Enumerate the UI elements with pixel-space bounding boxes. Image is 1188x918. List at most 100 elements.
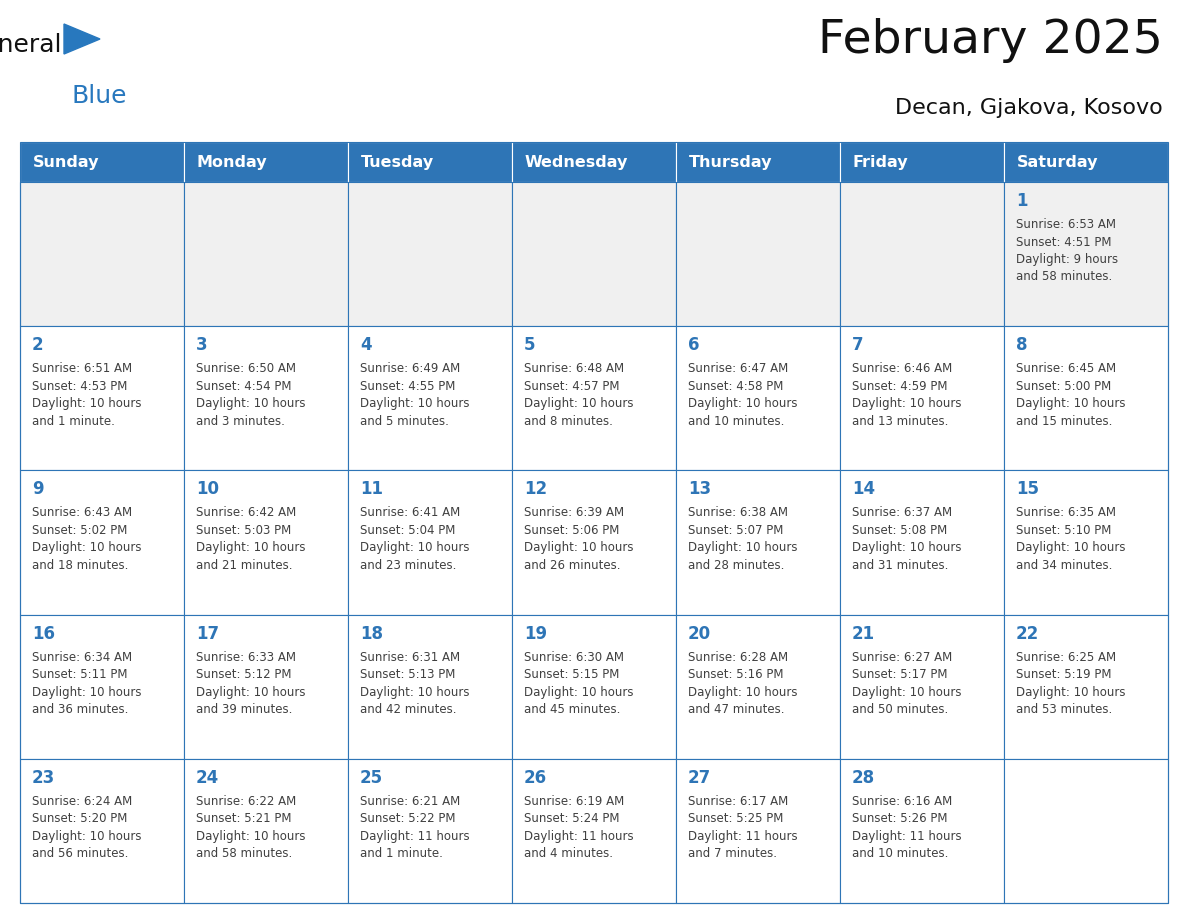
Text: Sunset: 4:53 PM: Sunset: 4:53 PM bbox=[32, 380, 127, 393]
Text: 16: 16 bbox=[32, 624, 55, 643]
Text: Sunset: 5:13 PM: Sunset: 5:13 PM bbox=[360, 668, 455, 681]
Bar bbox=[20, 614, 184, 759]
Bar bbox=[840, 142, 1004, 182]
Bar bbox=[20, 326, 184, 470]
Text: Sunset: 5:22 PM: Sunset: 5:22 PM bbox=[360, 812, 455, 825]
Text: Daylight: 10 hours: Daylight: 10 hours bbox=[524, 397, 633, 410]
Text: Sunrise: 6:22 AM: Sunrise: 6:22 AM bbox=[196, 795, 296, 808]
Text: Sunrise: 6:27 AM: Sunrise: 6:27 AM bbox=[852, 651, 953, 664]
Text: and 50 minutes.: and 50 minutes. bbox=[852, 703, 948, 716]
Text: 1: 1 bbox=[1016, 192, 1028, 210]
Text: and 26 minutes.: and 26 minutes. bbox=[524, 559, 620, 572]
Text: 13: 13 bbox=[688, 480, 712, 498]
Text: Daylight: 10 hours: Daylight: 10 hours bbox=[688, 686, 797, 699]
Text: Sunset: 5:06 PM: Sunset: 5:06 PM bbox=[524, 524, 619, 537]
Bar bbox=[20, 182, 184, 326]
Text: 6: 6 bbox=[688, 336, 700, 354]
Text: Sunset: 4:54 PM: Sunset: 4:54 PM bbox=[196, 380, 291, 393]
Text: and 10 minutes.: and 10 minutes. bbox=[688, 415, 784, 428]
Text: Sunset: 4:58 PM: Sunset: 4:58 PM bbox=[688, 380, 783, 393]
Text: 25: 25 bbox=[360, 768, 383, 787]
Text: Blue: Blue bbox=[72, 84, 127, 108]
Text: Sunset: 5:03 PM: Sunset: 5:03 PM bbox=[196, 524, 291, 537]
Text: 26: 26 bbox=[524, 768, 548, 787]
Text: and 13 minutes.: and 13 minutes. bbox=[852, 415, 948, 428]
Bar bbox=[348, 759, 512, 903]
Text: Daylight: 11 hours: Daylight: 11 hours bbox=[360, 830, 469, 843]
Text: 19: 19 bbox=[524, 624, 548, 643]
Text: and 58 minutes.: and 58 minutes. bbox=[196, 847, 292, 860]
Text: Daylight: 11 hours: Daylight: 11 hours bbox=[852, 830, 961, 843]
Text: General: General bbox=[0, 33, 62, 57]
Text: Sunset: 4:59 PM: Sunset: 4:59 PM bbox=[852, 380, 948, 393]
Text: and 4 minutes.: and 4 minutes. bbox=[524, 847, 613, 860]
Bar bbox=[512, 759, 676, 903]
Text: Sunset: 5:10 PM: Sunset: 5:10 PM bbox=[1016, 524, 1112, 537]
Text: Sunrise: 6:21 AM: Sunrise: 6:21 AM bbox=[360, 795, 460, 808]
Text: Daylight: 10 hours: Daylight: 10 hours bbox=[196, 686, 305, 699]
Text: Sunrise: 6:17 AM: Sunrise: 6:17 AM bbox=[688, 795, 789, 808]
Bar bbox=[512, 470, 676, 614]
Text: Daylight: 10 hours: Daylight: 10 hours bbox=[852, 397, 961, 410]
Text: Sunrise: 6:35 AM: Sunrise: 6:35 AM bbox=[1016, 507, 1116, 520]
Text: 11: 11 bbox=[360, 480, 383, 498]
Text: Sunset: 5:04 PM: Sunset: 5:04 PM bbox=[360, 524, 455, 537]
Bar bbox=[1004, 614, 1168, 759]
Text: 23: 23 bbox=[32, 768, 56, 787]
Text: and 58 minutes.: and 58 minutes. bbox=[1016, 271, 1112, 284]
Text: Decan, Gjakova, Kosovo: Decan, Gjakova, Kosovo bbox=[896, 98, 1163, 118]
Text: Daylight: 10 hours: Daylight: 10 hours bbox=[524, 686, 633, 699]
Text: 14: 14 bbox=[852, 480, 876, 498]
Text: Sunrise: 6:39 AM: Sunrise: 6:39 AM bbox=[524, 507, 624, 520]
Bar bbox=[512, 142, 676, 182]
Text: and 1 minute.: and 1 minute. bbox=[32, 415, 115, 428]
Text: and 15 minutes.: and 15 minutes. bbox=[1016, 415, 1112, 428]
Text: Sunrise: 6:42 AM: Sunrise: 6:42 AM bbox=[196, 507, 296, 520]
Text: Sunrise: 6:28 AM: Sunrise: 6:28 AM bbox=[688, 651, 788, 664]
Text: Sunrise: 6:45 AM: Sunrise: 6:45 AM bbox=[1016, 363, 1116, 375]
Bar bbox=[840, 470, 1004, 614]
Text: Sunset: 5:25 PM: Sunset: 5:25 PM bbox=[688, 812, 783, 825]
Bar bbox=[676, 614, 840, 759]
Text: Sunset: 4:51 PM: Sunset: 4:51 PM bbox=[1016, 236, 1112, 249]
Text: 15: 15 bbox=[1016, 480, 1040, 498]
Bar bbox=[184, 326, 348, 470]
Bar bbox=[840, 759, 1004, 903]
Text: Sunset: 5:19 PM: Sunset: 5:19 PM bbox=[1016, 668, 1112, 681]
Bar bbox=[512, 614, 676, 759]
Bar bbox=[512, 326, 676, 470]
Text: and 53 minutes.: and 53 minutes. bbox=[1016, 703, 1112, 716]
Text: Daylight: 10 hours: Daylight: 10 hours bbox=[360, 397, 469, 410]
Text: Sunset: 5:17 PM: Sunset: 5:17 PM bbox=[852, 668, 948, 681]
Text: and 45 minutes.: and 45 minutes. bbox=[524, 703, 620, 716]
Bar bbox=[20, 470, 184, 614]
Text: Sunrise: 6:31 AM: Sunrise: 6:31 AM bbox=[360, 651, 460, 664]
Text: Sunset: 5:08 PM: Sunset: 5:08 PM bbox=[852, 524, 947, 537]
Bar bbox=[348, 182, 512, 326]
Text: 21: 21 bbox=[852, 624, 876, 643]
Text: 8: 8 bbox=[1016, 336, 1028, 354]
Text: Daylight: 11 hours: Daylight: 11 hours bbox=[688, 830, 797, 843]
Text: Sunrise: 6:47 AM: Sunrise: 6:47 AM bbox=[688, 363, 789, 375]
Text: and 31 minutes.: and 31 minutes. bbox=[852, 559, 948, 572]
Text: 10: 10 bbox=[196, 480, 219, 498]
Text: Thursday: Thursday bbox=[689, 154, 772, 170]
Bar bbox=[184, 142, 348, 182]
Bar bbox=[676, 182, 840, 326]
Text: Sunset: 4:57 PM: Sunset: 4:57 PM bbox=[524, 380, 619, 393]
Text: Sunrise: 6:49 AM: Sunrise: 6:49 AM bbox=[360, 363, 460, 375]
Text: 28: 28 bbox=[852, 768, 876, 787]
Bar bbox=[840, 614, 1004, 759]
Text: 18: 18 bbox=[360, 624, 383, 643]
Bar bbox=[20, 759, 184, 903]
Text: Sunset: 5:26 PM: Sunset: 5:26 PM bbox=[852, 812, 948, 825]
Text: Monday: Monday bbox=[197, 154, 267, 170]
Text: and 3 minutes.: and 3 minutes. bbox=[196, 415, 285, 428]
Bar bbox=[184, 182, 348, 326]
Text: and 21 minutes.: and 21 minutes. bbox=[196, 559, 292, 572]
Text: 5: 5 bbox=[524, 336, 536, 354]
Text: 2: 2 bbox=[32, 336, 44, 354]
Bar bbox=[840, 182, 1004, 326]
Text: Saturday: Saturday bbox=[1017, 154, 1099, 170]
Bar bbox=[1004, 470, 1168, 614]
